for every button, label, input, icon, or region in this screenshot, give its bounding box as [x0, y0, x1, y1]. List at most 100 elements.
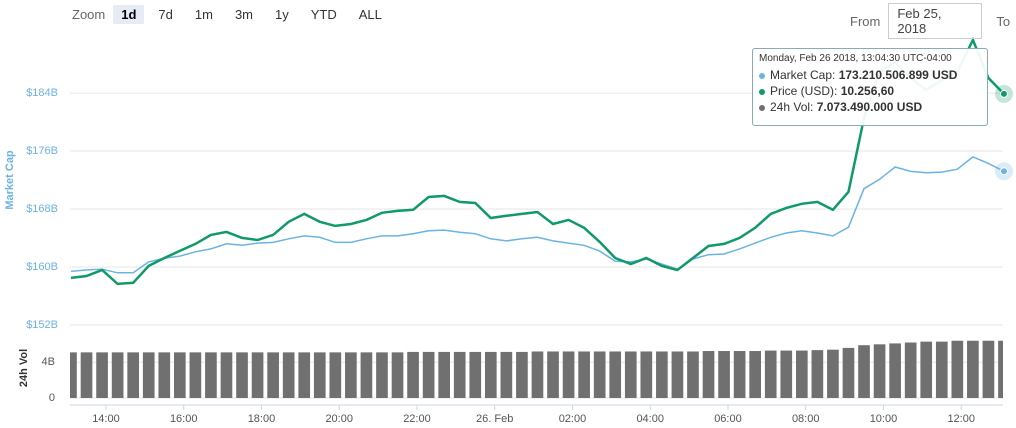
y-axis-title: 24h Vol	[18, 349, 30, 387]
tooltip-label: Market Cap:	[770, 68, 836, 82]
volume-bar	[733, 351, 746, 398]
y-axis-title: Market Cap	[4, 150, 16, 210]
volume-bar	[578, 351, 590, 398]
x-tick-label: 18:00	[248, 413, 276, 425]
y-tick-label: $152B	[26, 319, 58, 331]
tooltip-date: Monday, Feb 26 2018, 13:04:30 UTC-04:00	[759, 53, 952, 64]
volume-bar	[251, 352, 264, 398]
volume-bar	[562, 351, 575, 398]
volume-bar	[205, 352, 217, 398]
volume-bar	[173, 352, 186, 398]
volume-bar	[609, 351, 622, 398]
volume-bar	[780, 350, 793, 398]
tooltip-bullet	[759, 104, 765, 111]
volume-bar	[656, 351, 668, 398]
volume-bar	[298, 352, 311, 398]
tooltip: Monday, Feb 26 2018, 13:04:30 UTC-04:00 …	[752, 48, 988, 126]
volume-bar	[313, 352, 326, 398]
x-tick-label: 26. Feb	[476, 413, 513, 425]
volume-bar	[904, 342, 917, 398]
x-tick-label: 06:00	[714, 413, 742, 425]
volume-bar	[111, 352, 124, 398]
x-tick-label: 22:00	[403, 413, 431, 425]
volume-bar	[80, 352, 93, 398]
tooltip-value: 7.073.490.000 USD	[816, 100, 923, 114]
to-label: To	[996, 13, 1011, 29]
x-tick-label: 16:00	[170, 413, 198, 425]
volume-bar	[220, 352, 233, 398]
tooltip-value: 10.256,60	[840, 84, 895, 98]
hover-point	[999, 89, 1008, 98]
zoom-button[interactable]: YTD	[310, 6, 337, 22]
volume-bar	[360, 352, 373, 398]
volume-bar	[516, 351, 528, 398]
from-input[interactable]: Feb 25, 2018	[888, 3, 983, 39]
zoom-button[interactable]: 1d	[113, 4, 145, 24]
volume-bar	[624, 351, 637, 398]
x-tick-label: 02:00	[559, 413, 587, 425]
volume-bar	[236, 352, 248, 398]
volume-bar	[967, 340, 979, 398]
date-range: From Feb 25, 2018 To	[850, 3, 1010, 39]
series-line	[70, 36, 1003, 286]
volume-bar	[935, 341, 948, 398]
volume-bar	[811, 350, 824, 398]
zoom-button[interactable]: 3m	[234, 6, 253, 22]
zoom-label: Zoom	[72, 6, 106, 22]
from-label: From	[850, 13, 881, 29]
volume-bar	[702, 351, 715, 398]
volume-bar	[391, 352, 404, 398]
tooltip-label: 24h Vol:	[770, 100, 814, 114]
volume-bar	[749, 351, 762, 398]
volume-bar	[189, 352, 202, 398]
volume-bar	[500, 351, 513, 398]
series-line	[70, 156, 1003, 274]
tooltip-bullet	[759, 88, 765, 95]
volume-bar	[718, 351, 730, 398]
tooltip-label: Price (USD):	[770, 84, 838, 98]
volume-bar	[469, 351, 482, 398]
x-tick-label: 04:00	[636, 413, 664, 425]
volume-bar	[640, 351, 653, 398]
y-tick-label: $184B	[26, 87, 58, 99]
volume-bar	[345, 352, 357, 398]
volume-bar	[547, 351, 559, 398]
y-tick-label: $168B	[26, 203, 58, 215]
tooltip-bullet	[759, 72, 765, 79]
volume-bar	[407, 351, 419, 398]
volume-bar	[889, 343, 901, 398]
volume-bar	[764, 350, 777, 398]
volume-bar	[951, 340, 964, 398]
volume-bar	[873, 344, 886, 398]
x-tick-label: 12:00	[947, 413, 975, 425]
volume-bar	[593, 351, 606, 398]
volume-bar	[282, 352, 295, 398]
zoom-button[interactable]: 1y	[275, 6, 289, 22]
volume-bar	[96, 352, 108, 398]
volume-bar	[453, 351, 466, 398]
volume-bar	[671, 351, 684, 398]
volume-bar	[329, 352, 342, 398]
volume-bar	[142, 352, 155, 398]
volume-bar	[982, 340, 995, 398]
y-tick-label: 0	[49, 392, 55, 404]
zoom-button[interactable]: ALL	[358, 6, 382, 22]
volume-bar	[827, 349, 839, 398]
volume-bar	[422, 351, 435, 398]
volume-bar	[842, 347, 855, 398]
volume-bar	[795, 350, 808, 398]
x-tick-label: 20:00	[325, 413, 353, 425]
y-tick-label: $176B	[26, 145, 58, 157]
volume-bar	[267, 352, 279, 398]
zoom-button[interactable]: 1m	[194, 6, 213, 22]
tooltip-row: 24h Vol: 7.073.490.000 USD	[759, 99, 981, 115]
volume-bar	[376, 352, 388, 398]
zoom-button[interactable]: 7d	[158, 6, 173, 22]
tooltip-row: Market Cap: 173.210.506.899 USD	[759, 67, 981, 83]
zoom-toolbar: Zoom 1d 7d 1m 3m 1y YTD ALL	[72, 4, 396, 24]
x-tick-label: 10:00	[870, 413, 898, 425]
hover-point	[999, 167, 1008, 176]
volume-bar	[438, 351, 451, 398]
